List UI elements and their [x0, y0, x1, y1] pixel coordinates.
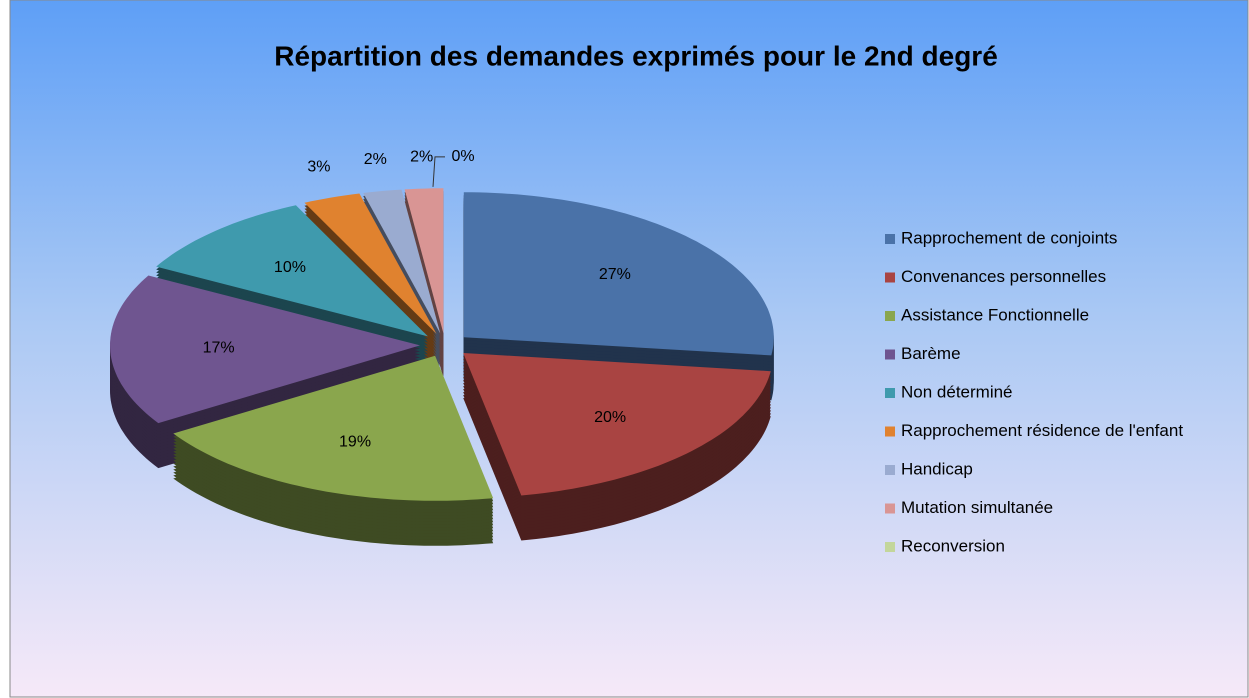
leader-line: [432, 156, 445, 187]
legend-label: Non déterminé: [901, 382, 1013, 401]
slice: [304, 193, 437, 334]
slice: [156, 205, 428, 337]
legend-swatch: [885, 426, 895, 437]
legend-swatch: [885, 388, 895, 398]
legend-swatch: [885, 311, 895, 321]
legend-swatch: [885, 465, 895, 475]
data-label: 0%: [451, 148, 474, 165]
data-label: 27%: [599, 266, 631, 283]
legend-swatch: [885, 349, 895, 360]
slice: [110, 275, 420, 424]
data-label: 20%: [594, 409, 626, 426]
slice: [363, 189, 441, 334]
legend-label: Rapprochement résidence de l'enfant: [901, 421, 1183, 440]
slice: [463, 353, 771, 496]
legend-label: Barème: [901, 344, 961, 363]
data-label: 10%: [274, 259, 306, 276]
legend-swatch: [885, 272, 895, 283]
data-label: 17%: [203, 340, 235, 357]
data-label: 19%: [339, 434, 371, 451]
legend-label: Assistance Fonctionnelle: [901, 305, 1089, 324]
legend-label: Reconversion: [901, 536, 1005, 555]
slice: [173, 355, 494, 501]
data-label: 2%: [410, 148, 433, 165]
slice-side-layer: [363, 195, 441, 340]
legend-swatch: [885, 234, 895, 244]
chart-title: Répartition des demandes exprimés pour l…: [274, 40, 998, 71]
legend-label: Handicap: [901, 459, 973, 478]
legend-label: Mutation simultanée: [901, 498, 1053, 517]
data-label: 3%: [307, 158, 330, 175]
data-label: 2%: [364, 151, 387, 168]
legend-label: Rapprochement de conjoints: [901, 228, 1117, 247]
slice-side-layer: [363, 192, 441, 337]
slice: [404, 188, 444, 334]
legend-swatch: [885, 503, 895, 514]
legend-label: Convenances personnelles: [901, 267, 1106, 286]
slice: [463, 192, 774, 356]
legend-swatch: [885, 542, 895, 552]
